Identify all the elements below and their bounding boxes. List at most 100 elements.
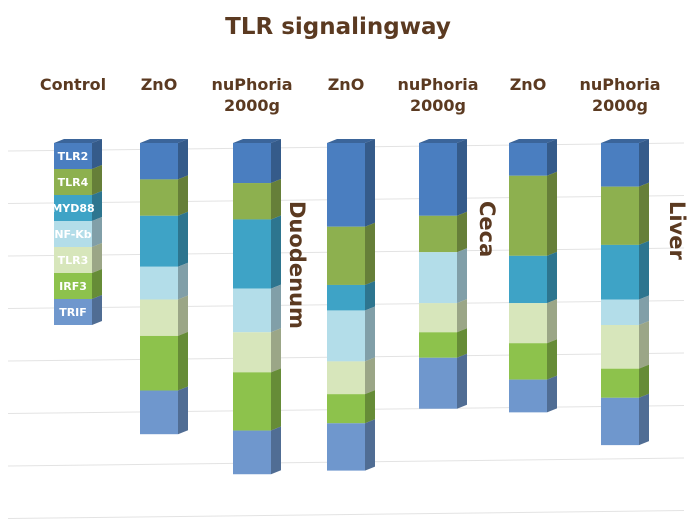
bar-side bbox=[547, 139, 557, 176]
bar-segment bbox=[140, 299, 178, 336]
bar-segment bbox=[327, 361, 365, 395]
bar-segment bbox=[509, 175, 547, 256]
bar-stack bbox=[233, 139, 281, 475]
bar-segment bbox=[327, 310, 365, 362]
bar-side bbox=[92, 165, 102, 195]
bar-side bbox=[365, 280, 375, 311]
region-label: Liver bbox=[665, 201, 689, 261]
bar-side bbox=[92, 243, 102, 273]
bar-segment bbox=[54, 247, 92, 273]
legend-label: MYD88 bbox=[51, 202, 94, 215]
bar-side bbox=[92, 295, 102, 325]
bar-side bbox=[178, 331, 188, 391]
bar-segment bbox=[419, 303, 457, 333]
legend-label: TLR2 bbox=[58, 150, 89, 163]
bar-side bbox=[271, 426, 281, 475]
bar-segment bbox=[233, 183, 271, 220]
bar-segment bbox=[140, 390, 178, 435]
bar-side bbox=[365, 419, 375, 471]
bar-side bbox=[92, 139, 102, 169]
bar-side bbox=[547, 339, 557, 380]
bar-side bbox=[639, 321, 649, 369]
bar-top bbox=[419, 139, 467, 143]
legend-label: NF-Kb bbox=[54, 228, 91, 241]
column-header: ZnO bbox=[328, 75, 365, 94]
bar-side bbox=[639, 182, 649, 245]
bar-segment bbox=[601, 325, 639, 369]
bar-segment bbox=[419, 215, 457, 253]
bar-stack bbox=[140, 139, 188, 435]
bar-side bbox=[271, 215, 281, 289]
legend: TLR2 TLR4 MYD88 NF-Kb TLR3 IRF3 TRIF bbox=[51, 150, 94, 319]
bar-side bbox=[178, 386, 188, 435]
bar-segment bbox=[54, 169, 92, 195]
bar-segment bbox=[327, 394, 365, 424]
bar-segment bbox=[233, 430, 271, 475]
bar-stack bbox=[54, 139, 102, 325]
bar-segment bbox=[509, 143, 547, 176]
bar-side bbox=[365, 139, 375, 227]
bar-side bbox=[178, 262, 188, 300]
bar-side bbox=[457, 248, 467, 304]
bar-segment bbox=[601, 186, 639, 245]
bar-top bbox=[327, 139, 375, 143]
bar-segment bbox=[327, 143, 365, 227]
bar-side bbox=[547, 375, 557, 413]
bar-segment bbox=[601, 244, 639, 300]
bar-segment bbox=[140, 179, 178, 216]
bar-segment bbox=[509, 379, 547, 413]
bar-side bbox=[178, 175, 188, 216]
bar-side bbox=[457, 299, 467, 333]
bar-side bbox=[457, 353, 467, 409]
column-header: nuPhoria 2000g bbox=[579, 75, 660, 115]
region-label: Duodenum bbox=[285, 201, 309, 329]
bar-stack bbox=[327, 139, 375, 471]
bar-segment bbox=[54, 273, 92, 299]
bar-side bbox=[178, 211, 188, 267]
legend-label: TLR4 bbox=[58, 176, 89, 189]
bar-segment bbox=[233, 288, 271, 333]
bar-segment bbox=[140, 335, 178, 391]
bar-top bbox=[509, 139, 557, 143]
bar-segment bbox=[419, 357, 457, 409]
bar-segment bbox=[233, 219, 271, 289]
bar-side bbox=[365, 306, 375, 362]
bar-top bbox=[601, 139, 649, 143]
bar-top bbox=[140, 139, 188, 143]
bar-side bbox=[271, 328, 281, 373]
bar-side bbox=[457, 211, 467, 253]
bar-side bbox=[271, 179, 281, 220]
bar-side bbox=[547, 251, 557, 304]
column-headers: Control ZnO nuPhoria 2000g ZnO nuPhoria 2000g Z… bbox=[40, 75, 661, 115]
bar-segment bbox=[509, 255, 547, 304]
legend-label: IRF3 bbox=[59, 280, 87, 293]
bar-stack bbox=[419, 139, 467, 409]
bar-side bbox=[639, 139, 649, 187]
bar-segment bbox=[140, 215, 178, 267]
bar-side bbox=[271, 139, 281, 184]
region-label: Ceca bbox=[475, 201, 499, 257]
bar-segment bbox=[327, 226, 365, 285]
bar-side bbox=[639, 364, 649, 398]
bars bbox=[54, 139, 649, 475]
column-header: Control bbox=[40, 75, 106, 94]
bar-segment bbox=[601, 299, 639, 325]
bar-segment bbox=[54, 143, 92, 169]
bar-side bbox=[178, 295, 188, 336]
column-header: nuPhoria 2000g bbox=[397, 75, 478, 115]
bar-segment bbox=[54, 221, 92, 247]
bar-stack bbox=[509, 139, 557, 413]
gridline bbox=[7, 510, 685, 519]
bar-segment bbox=[140, 266, 178, 300]
bar-segment bbox=[140, 143, 178, 180]
bar-side bbox=[547, 299, 557, 344]
bar-segment bbox=[54, 299, 92, 325]
bar-side bbox=[365, 222, 375, 285]
chart-title: TLR signalingway bbox=[225, 14, 451, 40]
bar-segment bbox=[601, 368, 639, 398]
bar-side bbox=[92, 191, 102, 221]
bar-side bbox=[92, 217, 102, 247]
bar-side bbox=[457, 139, 467, 216]
bar-segment bbox=[327, 284, 365, 311]
